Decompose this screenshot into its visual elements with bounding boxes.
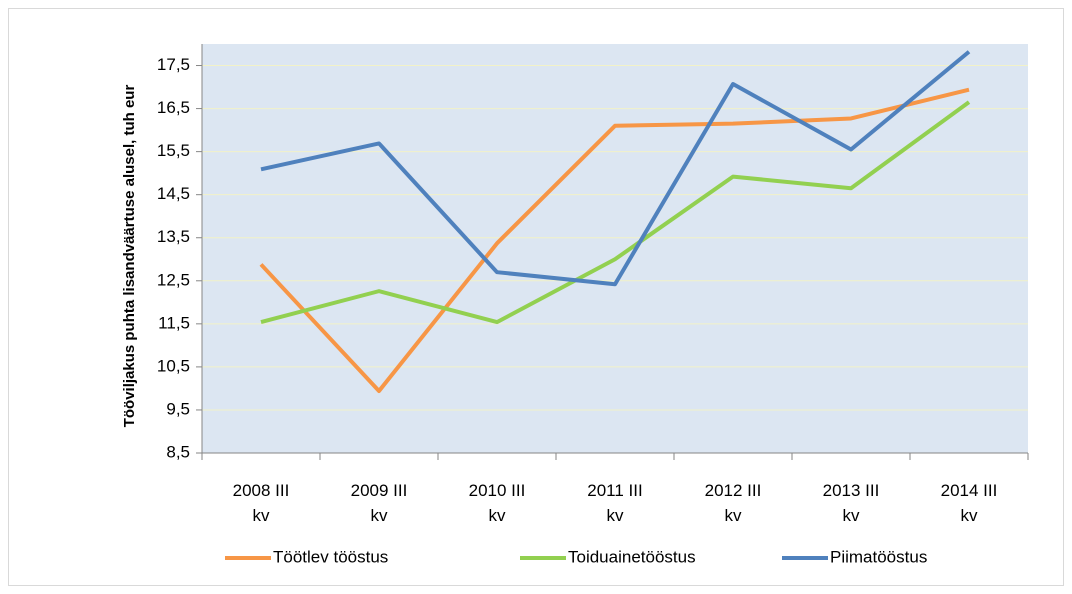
x-tick-label: 2013 III kv — [822, 481, 880, 525]
x-tick-label: 2010 III kv — [468, 481, 526, 525]
y-tick-label: 17,5 — [157, 55, 190, 74]
y-tick-label: 10,5 — [157, 356, 190, 375]
line — [260, 100, 971, 325]
y-tick-label: 8,5 — [166, 442, 190, 461]
line — [259, 87, 970, 394]
x-tick-label: 2011 III kv — [587, 481, 643, 525]
line — [260, 50, 971, 287]
y-tick-label: 13,5 — [157, 227, 190, 246]
legend-label: Toiduainetööstus — [568, 547, 696, 566]
x-tick-label: 2014 III kv — [940, 481, 998, 525]
legend-label: Töötlev tööstus — [273, 547, 388, 566]
y-tick-label: 16,5 — [157, 98, 190, 117]
y-tick-label: 15,5 — [157, 141, 190, 160]
y-tick-label: 9,5 — [166, 399, 190, 418]
plot-area — [202, 44, 1028, 453]
y-tick-label: 11,5 — [158, 313, 190, 332]
y-tick-label: 14,5 — [157, 184, 190, 203]
y-tick-label: 12,5 — [157, 270, 190, 289]
x-tick-label: 2012 III kv — [704, 481, 762, 525]
y-axis-label: Tööviljakus puhta lisandväärtuse alusel,… — [121, 84, 138, 428]
legend-label: Piimatööstus — [830, 547, 927, 566]
x-tick-label: 2009 III kv — [350, 481, 408, 525]
x-tick-label: 2008 III kv — [232, 481, 290, 525]
